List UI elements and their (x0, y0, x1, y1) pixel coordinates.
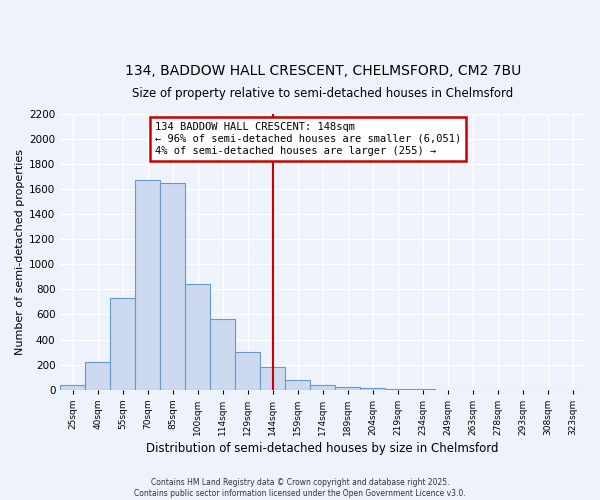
Bar (135, 180, 160, 390)
X-axis label: Distribution of semi-detached houses by size in Chelmsford: Distribution of semi-detached houses by … (146, 442, 499, 455)
Text: 134, BADDOW HALL CRESCENT, CHELMSFORD, CM2 7BU: 134, BADDOW HALL CRESCENT, CHELMSFORD, C… (125, 64, 521, 78)
Bar (210, 320, 235, 390)
Bar (185, 284, 210, 390)
Bar (385, 389, 410, 390)
Text: 134 BADDOW HALL CRESCENT: 148sqm
← 96% of semi-detached houses are smaller (6,05: 134 BADDOW HALL CRESCENT: 148sqm ← 96% o… (155, 122, 461, 156)
Bar (285, 380, 310, 390)
Bar (260, 367, 285, 390)
Bar (110, 298, 135, 390)
Bar (160, 183, 185, 390)
Bar (85, 362, 110, 390)
Bar (335, 387, 360, 390)
Bar (60, 384, 85, 390)
Bar (235, 352, 260, 390)
Bar (310, 386, 335, 390)
Text: Contains HM Land Registry data © Crown copyright and database right 2025.
Contai: Contains HM Land Registry data © Crown c… (134, 478, 466, 498)
Y-axis label: Number of semi-detached properties: Number of semi-detached properties (15, 149, 25, 355)
Bar (360, 388, 385, 390)
Text: Size of property relative to semi-detached houses in Chelmsford: Size of property relative to semi-detach… (132, 88, 513, 101)
